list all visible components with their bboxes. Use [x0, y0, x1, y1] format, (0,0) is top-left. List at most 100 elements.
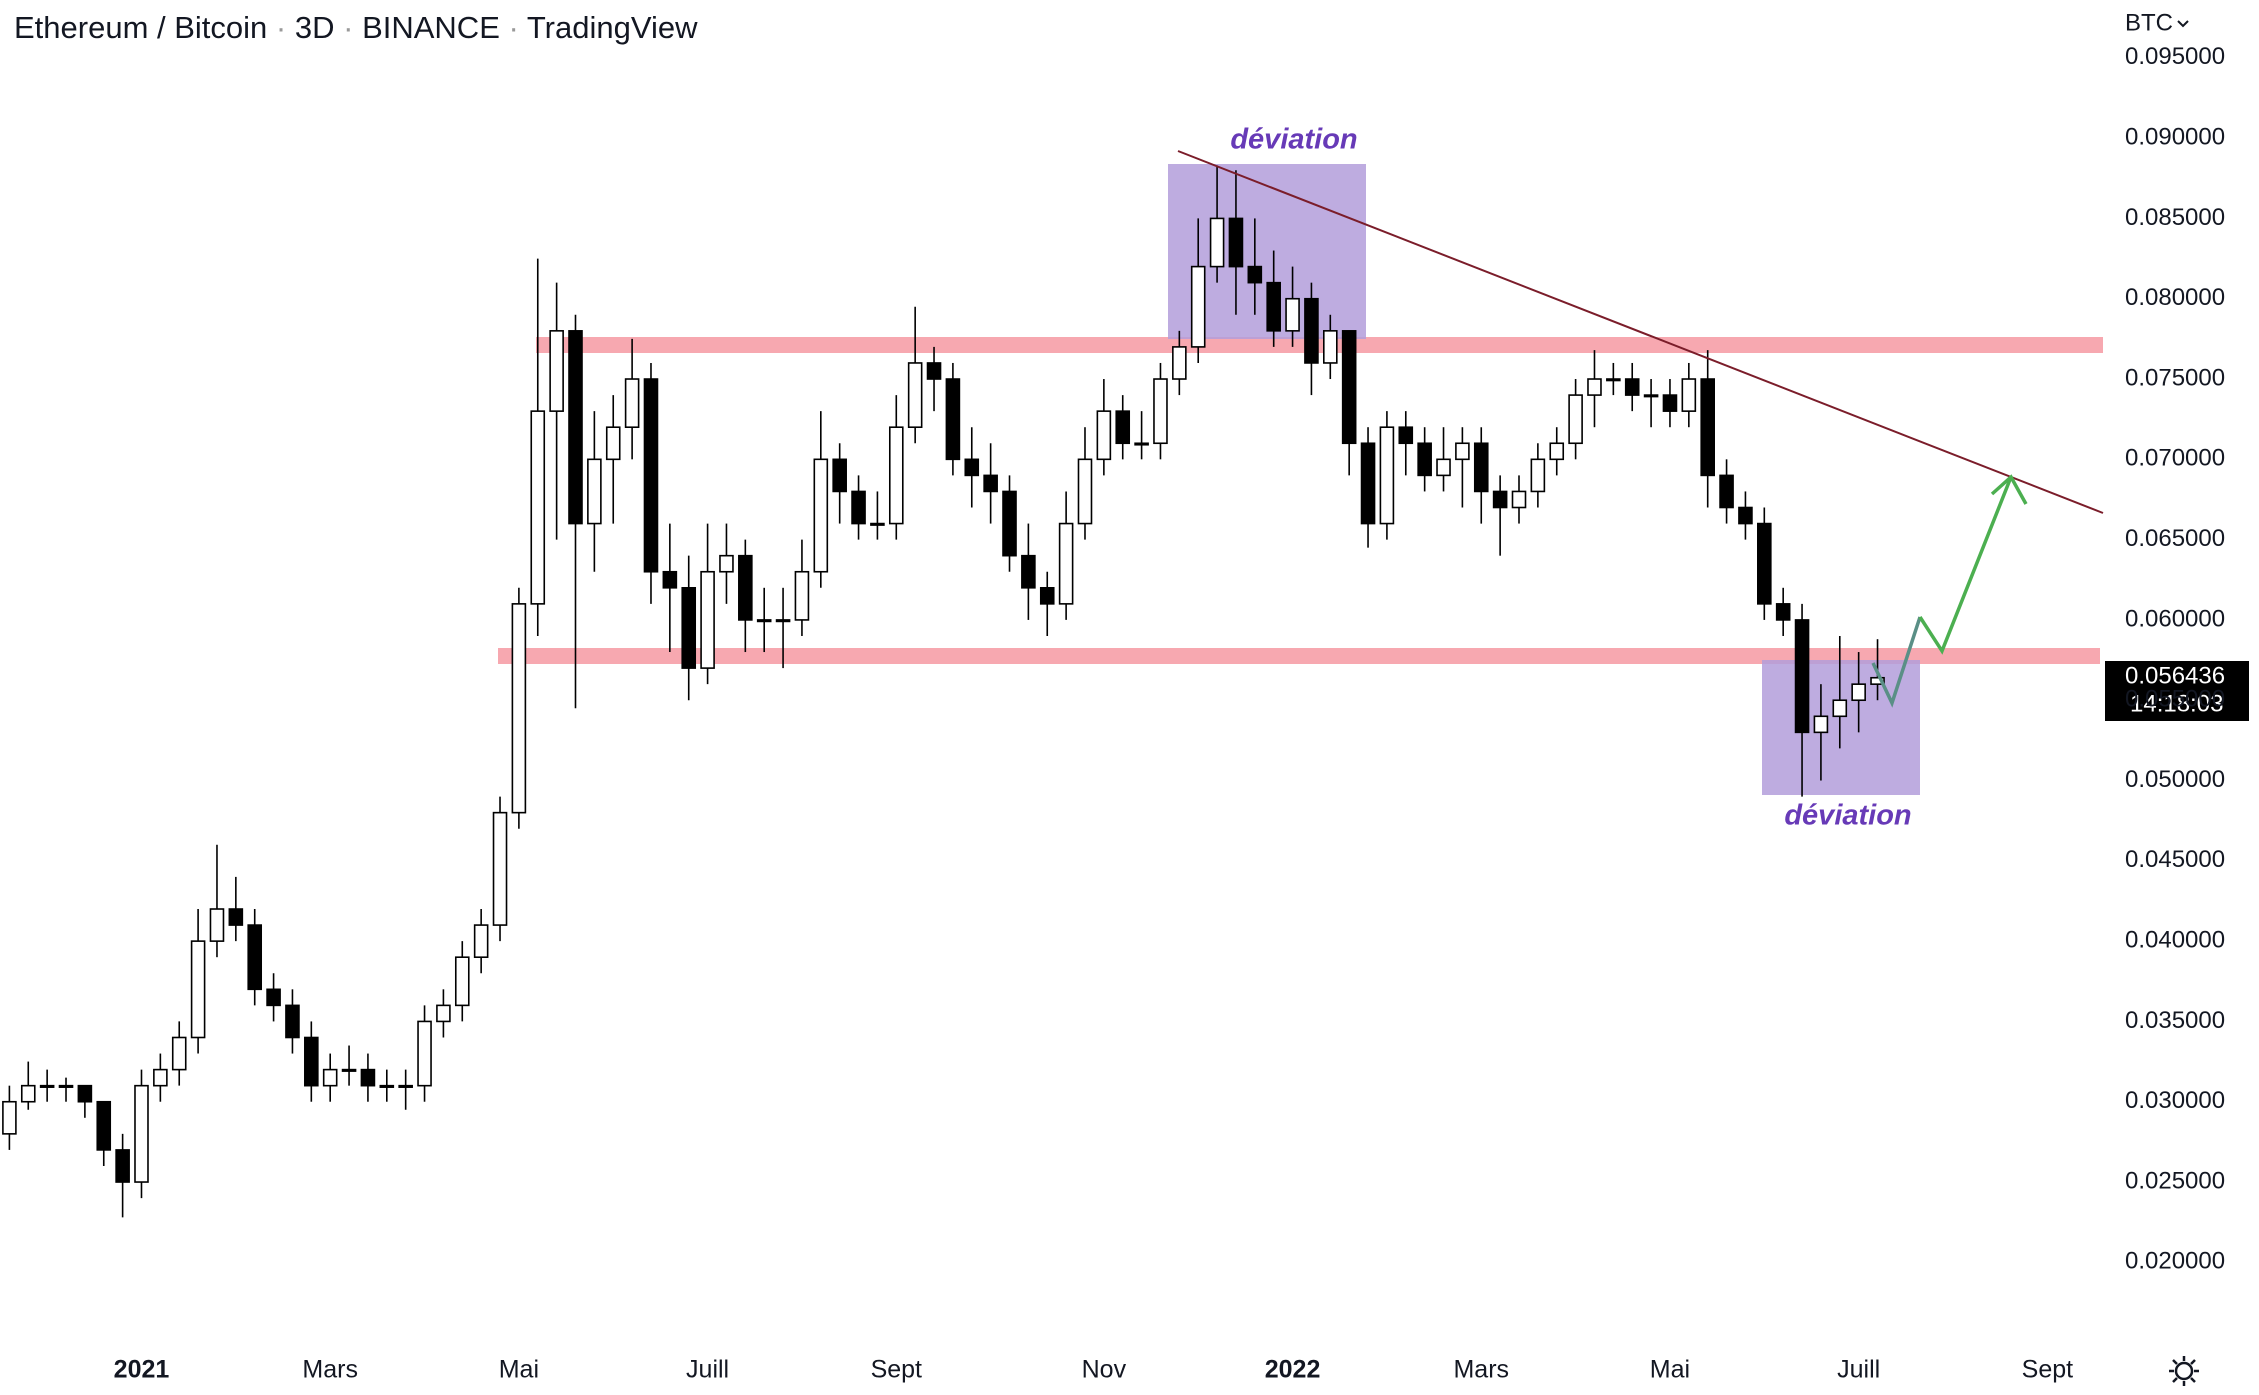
last-price: 0.056436 — [2125, 662, 2225, 689]
candle-body — [1021, 554, 1036, 589]
y-tick-label: 0.075000 — [2125, 364, 2225, 391]
candle-body — [285, 1004, 300, 1039]
candle-body — [1719, 474, 1734, 509]
candle-body — [794, 570, 810, 621]
candle-body — [1172, 346, 1187, 380]
candle-body — [719, 554, 734, 573]
x-tick-label: Juill — [686, 1356, 729, 1384]
y-tick-label: 0.070000 — [2125, 445, 2225, 472]
y-tick-label: 0.040000 — [2125, 926, 2225, 953]
candle-body — [851, 490, 866, 525]
annotation: déviation — [1230, 124, 1357, 156]
candle-body — [1266, 281, 1281, 332]
candle-body — [209, 908, 225, 942]
candle-body — [1247, 265, 1263, 284]
candle-body — [549, 330, 564, 412]
candle-body — [115, 1149, 130, 1183]
candle-body — [624, 378, 640, 429]
candle-body — [1681, 378, 1697, 412]
candle-body — [39, 1084, 55, 1088]
candle-body — [1285, 297, 1300, 332]
y-tick-label: 0.020000 — [2125, 1248, 2225, 1275]
candle-body — [1473, 442, 1489, 493]
x-tick-label: Juill — [1837, 1356, 1880, 1384]
y-tick-label: 0.050000 — [2125, 766, 2225, 793]
candle-body — [1360, 442, 1376, 525]
x-tick-label: Sept — [871, 1356, 922, 1384]
candle-body — [775, 619, 791, 623]
projection-arrow — [1918, 476, 2013, 655]
candle-body — [473, 924, 489, 958]
candle-body — [1851, 683, 1866, 702]
y-tick-label: 0.080000 — [2125, 284, 2225, 311]
x-tick-label: Mai — [499, 1356, 539, 1384]
x-tick-label: Nov — [1082, 1356, 1127, 1384]
y-tick-label: 0.025000 — [2125, 1167, 2225, 1194]
header: Ethereum / Bitcoin · 3D · BINANCE · Trad… — [14, 10, 698, 45]
candle-body — [1700, 378, 1715, 477]
y-tick-label: 0.035000 — [2125, 1007, 2225, 1034]
candle-body — [1662, 394, 1678, 412]
candle-body — [1209, 217, 1225, 268]
candle-body — [870, 522, 885, 526]
candle-body — [322, 1068, 338, 1087]
candle-body — [1190, 265, 1206, 348]
candle-body — [1549, 442, 1565, 461]
x-tick-label: Sept — [2022, 1356, 2073, 1384]
candle-body — [511, 603, 527, 814]
candle-body — [1134, 442, 1149, 446]
candle-body — [1530, 458, 1546, 493]
candle-body — [1417, 442, 1432, 477]
y-tick-label: 0.060000 — [2125, 605, 2225, 632]
candle-body — [341, 1068, 357, 1072]
candle-body — [20, 1084, 36, 1103]
y-tick-label: 0.030000 — [2125, 1087, 2225, 1114]
currency-chevron — [2177, 20, 2189, 28]
exchange: BINANCE — [362, 10, 500, 45]
resistance-zone — [536, 337, 2103, 353]
candle-body — [813, 458, 829, 573]
candle-body — [1077, 458, 1093, 525]
candle-body — [1794, 619, 1810, 734]
candle-body — [398, 1084, 413, 1088]
candle-body — [907, 362, 923, 429]
x-tick-label: Mars — [302, 1356, 358, 1384]
projection-path — [1871, 616, 1922, 708]
candle-body — [1058, 522, 1074, 605]
annotation: déviation — [1784, 800, 1911, 832]
trend-line — [1177, 150, 2104, 514]
currency: BTC — [2125, 9, 2173, 36]
candle-body — [605, 426, 621, 461]
candle-body — [1304, 297, 1319, 364]
separator: · — [335, 10, 363, 45]
candle-body — [587, 458, 602, 525]
candle-body — [700, 570, 715, 669]
candle-body — [1775, 603, 1791, 621]
candle-body — [1455, 442, 1470, 461]
candle-body — [436, 1004, 451, 1023]
x-tick-label: 2022 — [1265, 1356, 1321, 1384]
symbol: Ethereum / Bitcoin — [14, 10, 267, 45]
x-tick-label: Mai — [1650, 1356, 1690, 1384]
candle-body — [1624, 378, 1640, 396]
candle-body — [643, 378, 659, 573]
candle-body — [1492, 490, 1508, 509]
arrow-head — [1990, 474, 2028, 505]
y-tick-label: 0.045000 — [2125, 846, 2225, 873]
settings-icon[interactable] — [2169, 1356, 2199, 1386]
countdown: 14:18:03 — [2130, 690, 2223, 717]
interval: 3D — [295, 10, 335, 45]
candle-body — [171, 1036, 187, 1071]
deviation-box — [1762, 660, 1920, 795]
candle-body — [304, 1036, 319, 1087]
candle-body — [1115, 410, 1131, 445]
candle-body — [888, 426, 904, 525]
candle-body — [1813, 715, 1829, 734]
source: TradingView — [527, 10, 698, 45]
candle-body — [1643, 394, 1659, 398]
candle-body — [266, 988, 281, 1007]
separator: · — [500, 10, 527, 45]
separator: · — [267, 10, 295, 45]
candle-body — [662, 570, 678, 589]
